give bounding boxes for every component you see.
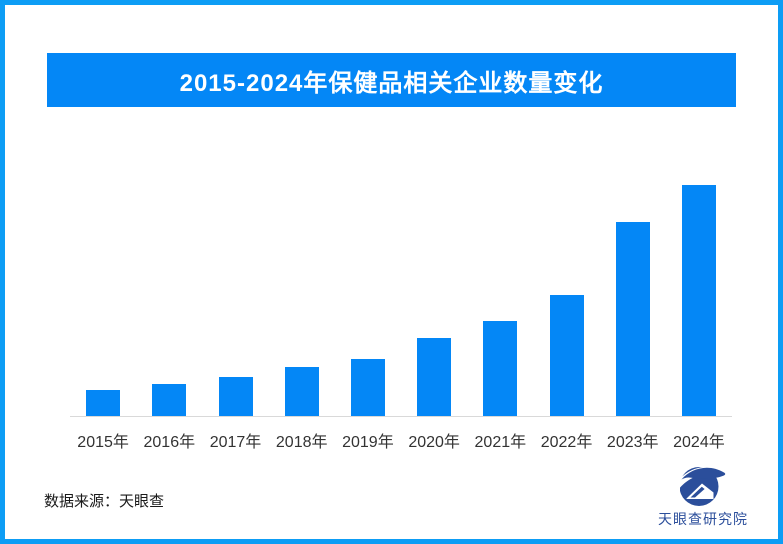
- x-axis-labels: 2015年 2016年 2017年 2018年 2019年 2020年 2021年 2022年…: [70, 428, 732, 452]
- bar-column: [335, 359, 401, 416]
- bar-2017年: [218, 377, 253, 416]
- bar-2015年: [86, 390, 121, 416]
- brand-logo: 天眼查研究院: [646, 466, 760, 529]
- x-axis-tick-label: 2019年: [342, 434, 394, 451]
- x-axis-tick-label: 2023年: [606, 434, 659, 451]
- bar-column: [666, 185, 732, 416]
- x-axis-tick-label: 2024年: [673, 434, 725, 451]
- x-axis-tick-label: 2020年: [408, 434, 460, 451]
- bar-column: [70, 390, 136, 416]
- bar-2020年: [417, 338, 452, 416]
- bar-column: [600, 222, 666, 416]
- bar-column: [533, 295, 599, 416]
- bar-chart: 2015年 2016年 2017年 2018年 2019年 2020年 2021年 2022年…: [70, 174, 732, 452]
- x-axis-tick-label: 2016年: [143, 434, 196, 451]
- x-axis-tick-label: 2015年: [77, 434, 129, 451]
- bar-column: [269, 367, 335, 416]
- bar-2023年: [615, 222, 650, 416]
- bar-2016年: [152, 384, 187, 416]
- bar-column: [467, 321, 533, 416]
- bar-column: [202, 377, 268, 416]
- bar-2022年: [549, 295, 584, 416]
- x-axis-tick-label: 2018年: [275, 434, 328, 451]
- bar-2021年: [483, 321, 518, 416]
- bar-column: [401, 338, 467, 416]
- x-axis-line: [70, 416, 732, 417]
- chart-title: 2015-2024年保健品相关企业数量变化: [179, 69, 604, 97]
- x-axis-tick-label: 2017年: [209, 434, 262, 451]
- bars-area: [70, 174, 732, 416]
- chart-title-banner: 2015-2024年保健品相关企业数量变化: [47, 53, 736, 107]
- bar-2018年: [284, 367, 319, 416]
- x-axis-tick-label: 2021年: [474, 434, 527, 451]
- x-axis-tick-label: 2022年: [540, 434, 593, 451]
- data-source-label: 数据来源：天眼查: [44, 493, 165, 510]
- bar-2024年: [681, 185, 716, 416]
- bar-2019年: [350, 359, 385, 416]
- brand-name: 天眼查研究院: [658, 511, 748, 527]
- tianyancha-eye-swoosh-icon: [680, 466, 726, 506]
- bar-column: [136, 384, 202, 416]
